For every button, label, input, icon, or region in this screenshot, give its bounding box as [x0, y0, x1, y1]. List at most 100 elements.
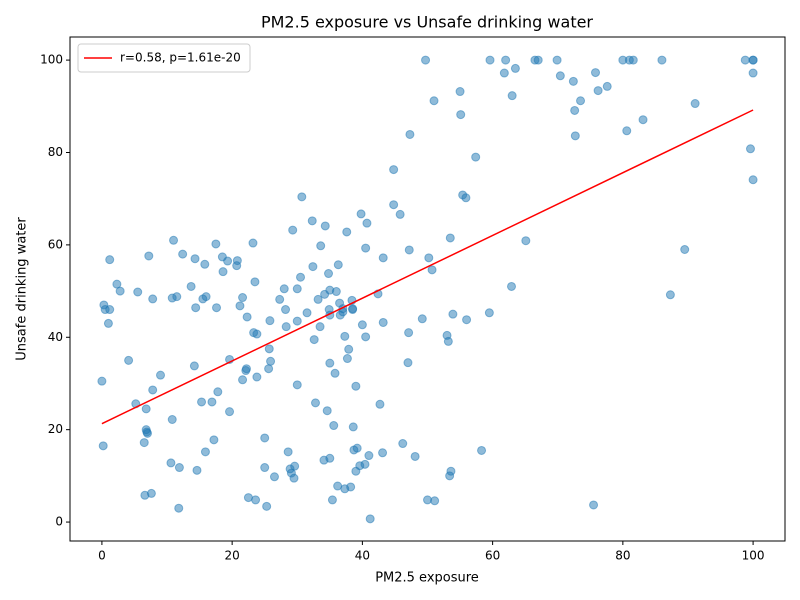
point [740, 55, 750, 65]
point [356, 209, 366, 219]
point [310, 398, 320, 408]
point [156, 370, 166, 380]
point [238, 375, 248, 385]
point [103, 318, 113, 328]
x-tick-label: 80 [615, 549, 630, 563]
point [139, 438, 149, 448]
point [443, 336, 453, 346]
point [105, 255, 115, 265]
x-tick-label: 0 [98, 549, 106, 563]
point [462, 315, 472, 325]
point [252, 372, 262, 382]
point [264, 364, 274, 374]
point [748, 68, 758, 78]
point [589, 500, 599, 510]
point [313, 294, 323, 304]
point [192, 465, 202, 475]
point [218, 267, 228, 277]
point [404, 328, 414, 338]
y-axis-label: Unsafe drinking water [15, 217, 30, 361]
point [297, 192, 307, 202]
point [405, 129, 415, 139]
legend-label: r=0.58, p=1.61e-20 [120, 51, 241, 65]
point [142, 428, 152, 438]
point [148, 294, 158, 304]
point [570, 131, 580, 141]
point [421, 55, 431, 65]
point [340, 331, 350, 341]
point [404, 245, 414, 255]
point [292, 316, 302, 326]
point [248, 238, 258, 248]
point [348, 305, 358, 315]
point [262, 501, 272, 511]
point [510, 63, 520, 73]
point [212, 303, 222, 313]
point [455, 87, 465, 97]
point [602, 81, 612, 91]
point [507, 91, 517, 101]
point [242, 312, 252, 322]
point [174, 463, 184, 473]
point [281, 322, 291, 332]
point [364, 451, 374, 461]
point [178, 249, 188, 259]
point [555, 71, 565, 81]
y-tick-label: 100 [40, 53, 63, 67]
point [235, 301, 245, 311]
point [456, 110, 466, 120]
point [189, 361, 199, 371]
point [133, 287, 143, 297]
fit-line [101, 109, 754, 425]
point [410, 451, 420, 461]
y-tick-label: 80 [48, 145, 63, 159]
point [342, 227, 352, 237]
legend-box [77, 43, 251, 73]
point [445, 233, 455, 243]
point [97, 376, 107, 386]
point [269, 472, 279, 482]
point [225, 407, 235, 417]
point [424, 253, 434, 263]
x-tick-label: 60 [485, 549, 500, 563]
point [260, 433, 270, 443]
point [322, 406, 332, 416]
point [325, 453, 335, 463]
point [174, 503, 184, 513]
point [241, 364, 251, 374]
point [201, 292, 211, 302]
point [507, 281, 517, 291]
point [430, 496, 440, 506]
point [638, 115, 648, 125]
point [360, 459, 370, 469]
y-tick-label: 0 [55, 515, 63, 529]
point [398, 439, 408, 449]
point [362, 218, 372, 228]
point [748, 55, 758, 65]
point [628, 55, 638, 65]
point [292, 284, 302, 294]
point [484, 308, 494, 318]
point [315, 322, 325, 332]
point [200, 447, 210, 457]
point [690, 99, 700, 109]
point [302, 308, 312, 318]
point [365, 514, 375, 524]
point [342, 354, 352, 364]
point [232, 256, 242, 266]
point [252, 329, 262, 339]
point [209, 435, 219, 445]
point [148, 385, 158, 395]
point [378, 448, 388, 458]
point [144, 251, 154, 261]
point [141, 404, 151, 414]
point [361, 243, 371, 253]
point [501, 55, 511, 65]
point [167, 415, 177, 425]
point [324, 269, 334, 279]
point [166, 458, 176, 468]
point [309, 335, 319, 345]
point [375, 399, 385, 409]
point [330, 368, 340, 378]
point [251, 495, 261, 505]
